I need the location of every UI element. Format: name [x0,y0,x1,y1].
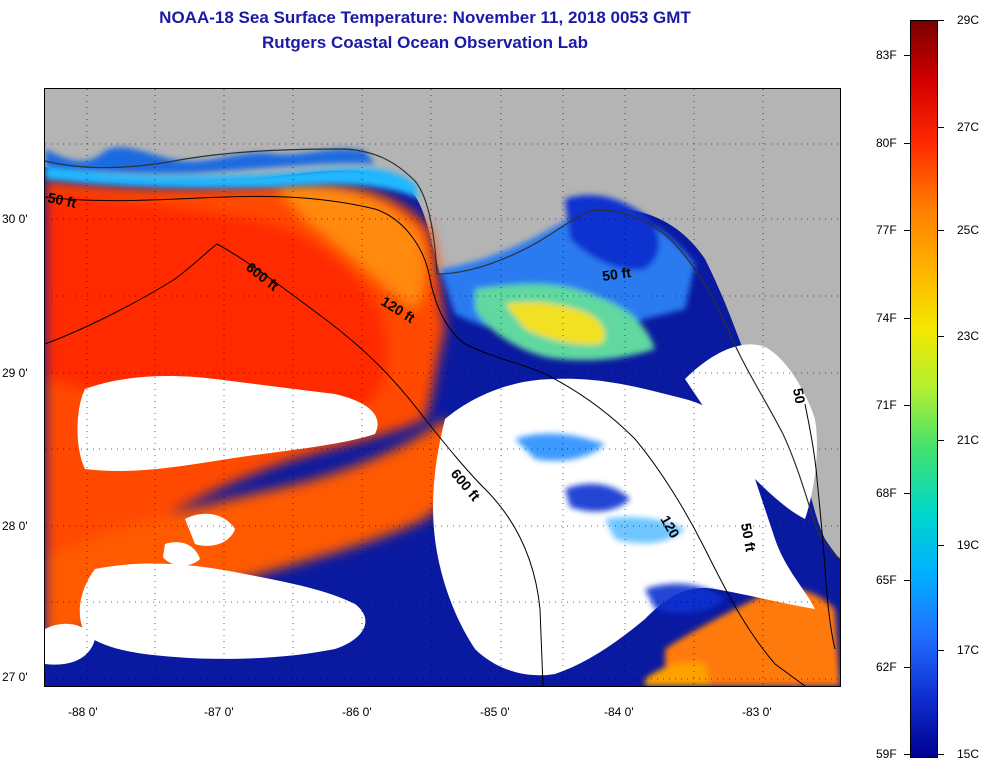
colorbar-tick [938,336,944,337]
colorbar-tick [938,650,944,651]
map-subtitle: Rutgers Coastal Ocean Observation Lab [262,33,588,52]
colorbar-celsius-label: 23C [957,329,980,343]
contour-label: 50 ft [738,522,759,553]
contour-label: 50 ft [601,264,632,284]
colorbar-fahrenheit-label: 68F [876,486,897,500]
colorbar-tick [938,440,944,441]
lon-label: -83 0' [742,705,772,719]
coastline [45,148,840,560]
lon-label: -85 0' [480,705,510,719]
colorbar-fahrenheit-label: 74F [876,311,897,325]
colorbar-celsius-label: 19C [957,538,980,552]
lat-label: 29 0' [2,366,28,380]
colorbar-tick [904,493,910,494]
colorbar-fahrenheit-label: 65F [876,573,897,587]
sst-map-graphic: 50 ft 600 ft 120 ft 50 ft 600 ft 120 50 … [45,89,840,686]
colorbar-fahrenheit-label: 83F [876,48,897,62]
colorbar-tick [904,580,910,581]
colorbar-celsius-label: 25C [957,223,980,237]
colorbar-tick [904,754,910,755]
lon-label: -86 0' [342,705,372,719]
colorbar-tick [938,127,944,128]
colorbar-tick [904,230,910,231]
lon-label: -87 0' [204,705,234,719]
lat-lon-grid [45,89,840,686]
isobath-contours [45,195,836,686]
colorbar-tick [938,20,944,21]
colorbar-celsius-label: 27C [957,120,980,134]
colorbar-tick [904,405,910,406]
map-title: NOAA-18 Sea Surface Temperature: Novembe… [159,8,691,27]
colorbar-fahrenheit-label: 62F [876,660,897,674]
lon-label: -88 0' [68,705,98,719]
lat-label: 28 0' [2,519,28,533]
colorbar-fahrenheit-label: 77F [876,223,897,237]
colorbar-tick [938,754,944,755]
colorbar-tick [938,545,944,546]
contour-label: 50 ft [46,189,78,211]
temperature-colorbar [910,20,938,758]
colorbar-fahrenheit-label: 59F [876,747,897,761]
colorbar-tick [904,667,910,668]
colorbar-tick [938,230,944,231]
colorbar-tick [904,55,910,56]
colorbar-fahrenheit-label: 80F [876,136,897,150]
sst-map[interactable]: 50 ft 600 ft 120 ft 50 ft 600 ft 120 50 … [44,88,841,687]
lon-label: -84 0' [604,705,634,719]
colorbar-tick [904,318,910,319]
contour-label: 50 [790,387,808,405]
colorbar-fahrenheit-label: 71F [876,398,897,412]
colorbar-celsius-label: 29C [957,13,980,27]
colorbar-tick [904,143,910,144]
lat-label: 30 0' [2,212,28,226]
colorbar-celsius-label: 15C [957,747,980,761]
lat-label: 27 0' [2,670,28,684]
colorbar-celsius-label: 17C [957,643,980,657]
colorbar-celsius-label: 21C [957,433,980,447]
